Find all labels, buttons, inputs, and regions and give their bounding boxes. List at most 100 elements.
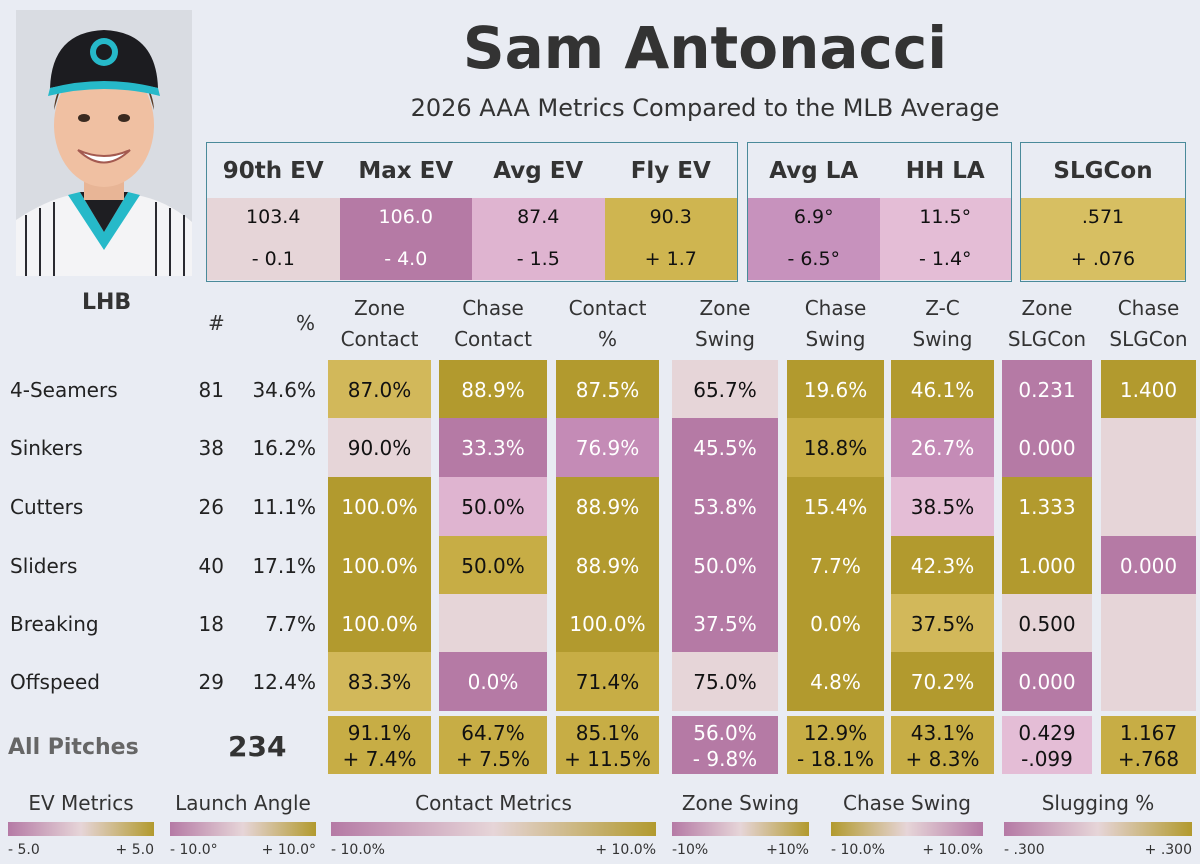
metric-diff: - 1.4° <box>918 248 972 270</box>
legend-gradient-bar <box>331 822 656 836</box>
metric-cell: 87.4 - 1.5 <box>472 198 605 280</box>
table-cell: 88.9% <box>556 477 659 536</box>
pitch-type-label: Breaking <box>10 611 99 636</box>
all-pitches-label: All Pitches <box>8 735 139 760</box>
table-cell-value: 0.000 <box>1018 669 1076 694</box>
all-pitches-value: 91.1% <box>347 721 412 745</box>
legend-max-label: +10% <box>766 842 809 858</box>
pitch-count: 81 <box>198 377 224 402</box>
table-cell-value: 26.7% <box>910 435 975 460</box>
table-cell-value: 18.8% <box>803 435 868 460</box>
table-cell: 100.0% <box>328 477 431 536</box>
metric-value: 106.0 <box>378 206 433 228</box>
table-cell: 0.000 <box>1002 418 1092 477</box>
table-cell <box>1101 477 1196 536</box>
table-cell-value: 87.5% <box>575 377 640 402</box>
column-header-line2: % <box>597 327 617 351</box>
launch-angle-box: Avg LA 6.9° - 6.5° HH LA 11.5° - 1.4° <box>747 142 1012 282</box>
column-header-line2: Swing <box>805 327 866 351</box>
all-pitches-value: 64.7% <box>461 721 525 745</box>
all-pitches-value: 85.1% <box>575 721 640 745</box>
metric-header: HH LA <box>905 158 985 184</box>
table-cell <box>1101 594 1196 653</box>
table-cell-value: 0.231 <box>1018 377 1076 402</box>
metric-diff: + .076 <box>1070 248 1136 270</box>
all-pitches-cell: 43.1% + 8.3% <box>891 716 994 774</box>
table-cell: 87.0% <box>328 360 431 419</box>
all-pitches-cell: 56.0% - 9.8% <box>672 716 778 774</box>
table-cell: 0.0% <box>439 652 547 711</box>
metric-cell: 90.3 + 1.7 <box>604 198 737 280</box>
metric-diff: + 1.7 <box>644 248 697 270</box>
table-cell-value: 50.0% <box>693 553 757 578</box>
table-cell: 37.5% <box>672 594 778 653</box>
column-header-line2: Contact <box>454 327 532 351</box>
all-pitches-diff: + 8.3% <box>905 747 980 771</box>
metric-header: Fly EV <box>630 158 711 184</box>
table-cell: 0.000 <box>1101 536 1196 595</box>
count-header: # <box>208 311 225 335</box>
table-cell: 18.8% <box>787 418 884 477</box>
page-subtitle: 2026 AAA Metrics Compared to the MLB Ave… <box>410 94 1000 122</box>
pitch-count: 18 <box>198 611 224 636</box>
column-header-line1: Zone <box>354 296 405 320</box>
pitch-percent: 34.6% <box>252 377 316 402</box>
all-pitches-cell: 91.1% + 7.4% <box>328 716 431 774</box>
table-cell-value: 50.0% <box>461 553 525 578</box>
table-cell: 50.0% <box>672 536 778 595</box>
table-cell-value: 37.5% <box>910 611 975 636</box>
legend-max-label: + .300 <box>1144 842 1192 858</box>
table-cell-value: 53.8% <box>693 494 757 519</box>
legend-min-label: - 10.0% <box>331 842 385 858</box>
table-cell-value: 83.3% <box>347 669 412 694</box>
pitch-type-label: Sliders <box>10 553 78 578</box>
column-header-line2: Contact <box>340 327 419 351</box>
legend-max-label: + 10.0% <box>595 842 656 858</box>
table-cell: 53.8% <box>672 477 778 536</box>
metric-cell: 6.9° - 6.5° <box>748 198 880 280</box>
column-header-line1: Chase <box>1117 296 1180 320</box>
table-cell: 15.4% <box>787 477 884 536</box>
legend-min-label: - 10.0° <box>170 842 218 858</box>
player-name: Sam Antonacci <box>462 14 948 82</box>
table-cell-value: 38.5% <box>910 494 975 519</box>
pitch-percent: 7.7% <box>265 611 316 636</box>
table-cell: 100.0% <box>556 594 659 653</box>
table-cell: 100.0% <box>328 594 431 653</box>
pitch-count: 29 <box>198 669 224 694</box>
table-cell: 50.0% <box>439 536 547 595</box>
table-cell-value: 50.0% <box>461 494 525 519</box>
pitch-percent: 11.1% <box>252 494 316 519</box>
all-pitches-diff: +.768 <box>1117 747 1180 771</box>
table-cell-value: 100.0% <box>341 553 418 578</box>
all-pitches-value: 43.1% <box>910 721 975 745</box>
table-cell-value: 33.3% <box>461 435 525 460</box>
table-cell: 65.7% <box>672 360 778 419</box>
metric-header: SLGCon <box>1053 158 1153 184</box>
table-cell-value: 15.4% <box>803 494 868 519</box>
pitch-type-label: Cutters <box>10 494 84 519</box>
metric-value: 90.3 <box>649 206 692 228</box>
table-cell: 0.0% <box>787 594 884 653</box>
metric-diff: - 4.0 <box>384 248 428 270</box>
table-cell-value: 1.400 <box>1119 377 1178 402</box>
legend-min-label: - 10.0% <box>831 842 885 858</box>
table-cell-value: 42.3% <box>910 553 975 578</box>
metric-cell: .571 + .076 <box>1021 198 1185 280</box>
legend-min-label: -10% <box>672 842 709 858</box>
table-cell: 70.2% <box>891 652 994 711</box>
legend-gradient-bar <box>831 822 983 836</box>
table-cell-value: 71.4% <box>575 669 640 694</box>
table-cell-value: 4.8% <box>810 669 861 694</box>
ev-metrics-box: 90th EV 103.4 - 0.1 Max EV 106.0 - 4.0 Avg EV 8… <box>206 142 738 282</box>
all-pitches-cell: 1.167 +.768 <box>1101 716 1196 774</box>
table-cell-value: 100.0% <box>341 494 418 519</box>
pitch-type-label: Offspeed <box>10 669 100 694</box>
pitch-percent: 12.4% <box>252 669 316 694</box>
all-pitches-cell: 85.1% + 11.5% <box>556 716 659 774</box>
table-cell: 75.0% <box>672 652 778 711</box>
table-cell <box>1101 652 1196 711</box>
all-pitches-diff: + 7.5% <box>456 747 530 771</box>
metric-cell: 106.0 - 4.0 <box>339 198 472 280</box>
metric-value: 11.5° <box>919 206 972 228</box>
